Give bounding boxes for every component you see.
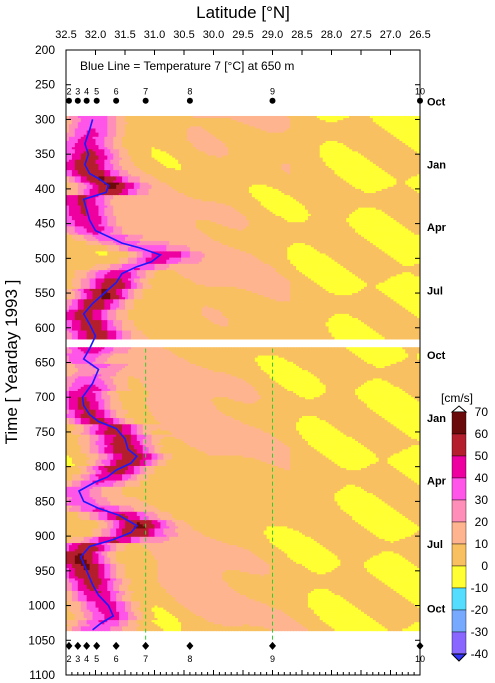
heatmap-cell [420, 181, 424, 184]
heatmap-cell [420, 164, 424, 167]
heatmap-cell [420, 178, 424, 181]
y-tick-label: 350 [35, 147, 55, 161]
heatmap-cell [420, 135, 424, 138]
heatmap-cell [420, 131, 424, 134]
x-tick-label: 29.5 [232, 29, 253, 41]
heatmap-cell [420, 139, 424, 142]
y-tick-label: 450 [35, 217, 55, 231]
heatmap-cell [420, 133, 424, 136]
heatmap-cell [420, 160, 424, 163]
y-tick-label: 1100 [29, 668, 55, 682]
heatmap-cell [420, 120, 424, 123]
heatmap-cell [420, 118, 424, 121]
y-tick-label: 750 [35, 425, 55, 439]
heatmap-cell [420, 172, 424, 175]
heatmap-cell [420, 174, 424, 177]
x-tick-label: 30.5 [173, 29, 194, 41]
x-tick-label: 27.0 [380, 29, 401, 41]
x-tick-label: 26.5 [409, 29, 430, 41]
x-tick-label: 28.0 [321, 29, 342, 41]
y-tick-label: 700 [35, 390, 55, 404]
y-tick-label: 650 [35, 356, 55, 370]
x-axis-title: Latitude [°N] [196, 3, 290, 22]
heatmap-cell [420, 116, 424, 119]
y-tick-label: 550 [35, 286, 55, 300]
heatmap-cell [420, 176, 424, 179]
x-tick-label: 31.5 [114, 29, 135, 41]
y-tick-label: 500 [35, 251, 55, 265]
x-tick-label: 28.5 [291, 29, 312, 41]
y-tick-labels: 200 250 300 350 400 450 500 550 600 650 700 750 800 8… [28, 43, 55, 682]
y-tick-label: 200 [35, 43, 55, 57]
x-tick-labels: 32.5 32.0 31.5 31.0 30.5 30.0 29.5 29.0 28.5 28.0… [55, 29, 430, 41]
y-axis-title: Time [ Yearday 1993 ] [2, 280, 21, 445]
heatmap-cell [420, 151, 424, 154]
x-tick-label: 29.0 [262, 29, 283, 41]
y-tick-label: 950 [35, 564, 55, 578]
heatmap-cell [420, 143, 424, 146]
heatmap-cell [420, 128, 424, 131]
heatmap-cell [420, 162, 424, 165]
heatmap-cell [420, 158, 424, 161]
heatmap-cell [420, 137, 424, 140]
y-tick-label: 850 [35, 494, 55, 508]
y-tick-label: 800 [35, 460, 55, 474]
heatmap-cell [420, 156, 424, 159]
y-tick-label: 250 [35, 78, 55, 92]
heatmap-cell [420, 126, 424, 129]
x-tick-label: 30.0 [203, 29, 224, 41]
heatmap-cell [420, 170, 424, 173]
heatmap-cell [420, 124, 424, 127]
heatmap-cell [420, 149, 424, 152]
y-tick-label: 900 [35, 529, 55, 543]
y-tick-label: 600 [35, 321, 55, 335]
heatmap-cell [420, 141, 424, 144]
heatmap-cell [420, 145, 424, 148]
heatmap-cell [420, 166, 424, 169]
y-tick-label: 400 [35, 182, 55, 196]
y-tick-label: 1000 [28, 599, 55, 613]
x-tick-label: 27.5 [350, 29, 371, 41]
x-tick-label: 31.0 [144, 29, 165, 41]
plot-area [66, 50, 424, 675]
y-tick-label: 300 [35, 112, 55, 126]
heatmap-cell [420, 147, 424, 150]
x-tick-label: 32.5 [55, 29, 76, 41]
heatmap-cell [420, 168, 424, 171]
x-tick-label: 32.0 [85, 29, 106, 41]
heatmap-cell [420, 153, 424, 156]
heatmap-cell [420, 122, 424, 125]
velocity-contours [66, 116, 424, 631]
y-tick-label: 1050 [28, 633, 55, 647]
